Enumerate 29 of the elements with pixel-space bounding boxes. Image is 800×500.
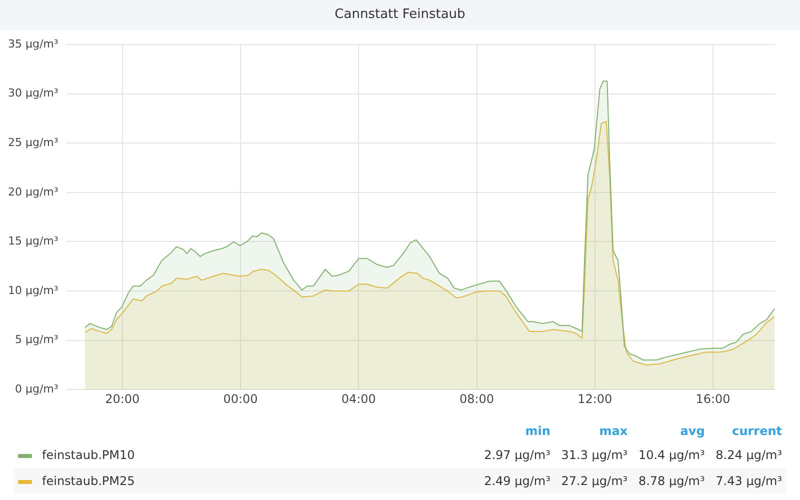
y-tick-label: 25 µg/m³ [8,136,58,150]
x-tick-label: 16:00 [696,392,730,406]
text: 10.4 µg/m³ [637,447,706,464]
legend-label: feinstaub.PM25 [41,473,136,490]
text: 7.43 µg/m³ [714,473,783,490]
text: current [731,423,783,440]
x-tick-label: 04:00 [341,392,376,406]
chart-title: Cannstatt Feinstaub [0,0,800,30]
text: 31.3 µg/m³ [560,447,629,464]
y-tick-label: 15 µg/m³ [8,234,58,248]
y-tick-label: 35 µg/m³ [8,37,58,50]
text: avg [679,423,706,440]
y-tick-label: 10 µg/m³ [8,284,58,297]
y-tick-label: 20 µg/m³ [8,185,58,198]
text: min [524,423,552,440]
text: 27.2 µg/m³ [560,473,629,490]
text: max [598,423,629,440]
y-tick-label: 30 µg/m³ [8,86,58,100]
x-tick-label: 00:00 [223,392,258,406]
y-tick-label: 5 µg/m³ [14,333,58,346]
text: 8.24 µg/m³ [714,447,783,464]
x-tick-label: 20:00 [105,392,140,406]
legend-label: feinstaub.PM10 [41,447,136,464]
x-tick-label: 08:00 [459,392,494,406]
text: 8.78 µg/m³ [637,473,706,490]
text: 2.49 µg/m³ [483,473,552,490]
x-tick-label: 12:00 [578,392,612,406]
text: 2.97 µg/m³ [483,447,552,464]
y-tick-label: 0 µg/m³ [14,382,58,396]
